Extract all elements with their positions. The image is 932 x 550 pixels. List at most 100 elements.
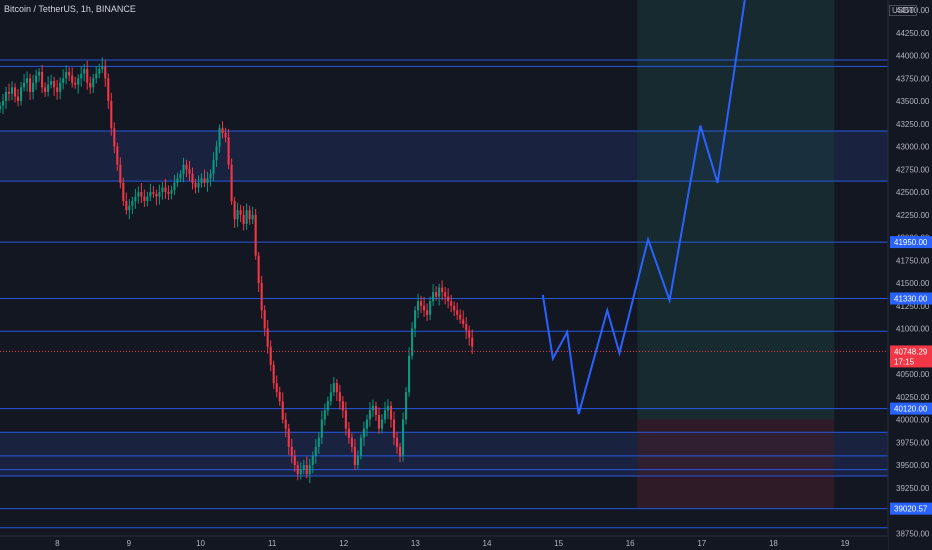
candle-body (0, 105, 2, 110)
candle-body (344, 410, 347, 429)
candle-body (191, 173, 194, 183)
candle-body (453, 305, 456, 311)
candle-body (113, 128, 116, 147)
candle-body (260, 283, 263, 311)
x-tick-label: 14 (483, 539, 492, 548)
candle-body (329, 392, 332, 402)
candle-body (68, 71, 71, 76)
currency-label[interactable]: USDT (889, 5, 917, 16)
candle-body (152, 192, 155, 194)
candle-body (269, 346, 272, 365)
y-tick-label: 43250.00 (896, 120, 930, 129)
candle-body (215, 146, 218, 161)
y-tick-label: 40000.00 (896, 416, 930, 425)
candle-body (332, 383, 335, 393)
candle-body (326, 401, 329, 411)
candle-body (161, 187, 164, 193)
candle-body (302, 465, 305, 470)
candle-body (278, 392, 281, 402)
candle-body (251, 214, 254, 220)
current-price-label: 40748.29 (894, 347, 928, 356)
x-tick-label: 17 (697, 539, 706, 548)
level-label: 40120.00 (894, 405, 928, 414)
y-tick-label: 42750.00 (896, 165, 930, 174)
y-tick-label: 41750.00 (896, 256, 930, 265)
candle-body (170, 190, 173, 194)
candle-body (293, 455, 296, 466)
candle-body (131, 201, 134, 206)
candle-body (179, 173, 182, 179)
candle-body (401, 419, 405, 456)
y-tick-label: 41500.00 (896, 279, 930, 288)
candle-body (429, 301, 432, 315)
candle-body (221, 128, 224, 133)
candle-body (89, 82, 92, 88)
candle-body (450, 301, 453, 306)
level-label-bg (890, 402, 932, 415)
candle-body (59, 82, 62, 92)
candle-body (236, 210, 239, 220)
candle-body (257, 255, 260, 284)
x-tick-label: 18 (769, 539, 778, 548)
candle-body (308, 465, 311, 475)
candle-body (377, 414, 381, 429)
x-tick-label: 15 (554, 539, 563, 548)
candle-body (311, 455, 314, 466)
level-label-bg (890, 236, 932, 249)
candle-body (86, 69, 89, 83)
candle-body (287, 428, 290, 447)
candle-body (218, 128, 221, 147)
candle-body (119, 164, 122, 183)
candle-body (398, 446, 402, 456)
candle-body (185, 164, 188, 170)
stop-box (637, 419, 835, 509)
x-tick-label: 19 (841, 539, 850, 548)
candle-body (77, 78, 80, 85)
candle-body (146, 196, 149, 202)
candle-body (110, 101, 113, 129)
candle-body (462, 319, 465, 324)
candle-body (92, 78, 95, 88)
y-tick-label: 41250.00 (896, 302, 930, 311)
candle-body (71, 75, 74, 83)
candle-body (104, 66, 107, 79)
price-countdown: 17:15 (894, 357, 915, 366)
projection-path (541, 0, 746, 415)
candle-body (350, 437, 353, 447)
candle-body (164, 187, 167, 193)
candle-body (98, 69, 101, 74)
candle-body (16, 96, 20, 102)
y-tick-label: 43500.00 (896, 97, 930, 106)
candle-body (140, 192, 143, 197)
candle-body (80, 73, 83, 79)
chart-title: Bitcoin / TetherUS, 1h, BINANCE (4, 4, 136, 14)
x-tick-label: 9 (127, 539, 132, 548)
time-axis-bg (0, 536, 888, 550)
candle-body (341, 401, 344, 411)
y-tick-label: 39500.00 (896, 461, 930, 470)
candle-body (284, 419, 287, 429)
candle-body (23, 82, 26, 88)
y-tick-label: 44000.00 (896, 52, 930, 61)
candle-body (471, 337, 474, 347)
candle-body (383, 410, 387, 420)
candle-body (41, 71, 44, 88)
candle-body (35, 75, 38, 83)
candle-body (20, 87, 23, 102)
candle-body (266, 328, 269, 347)
candle-body (242, 214, 245, 224)
y-tick-label: 40500.00 (896, 370, 930, 379)
candle-body (65, 71, 68, 79)
candle-body (143, 196, 146, 202)
candle-body (167, 192, 170, 194)
candle-body (176, 178, 179, 183)
candle-body (107, 78, 110, 102)
candle-body (305, 465, 308, 475)
candle-body (320, 419, 323, 438)
candle-body (335, 383, 338, 393)
candle-body (62, 78, 65, 83)
candle-body (38, 71, 41, 76)
candle-body (447, 296, 450, 302)
candle-body (371, 405, 375, 411)
